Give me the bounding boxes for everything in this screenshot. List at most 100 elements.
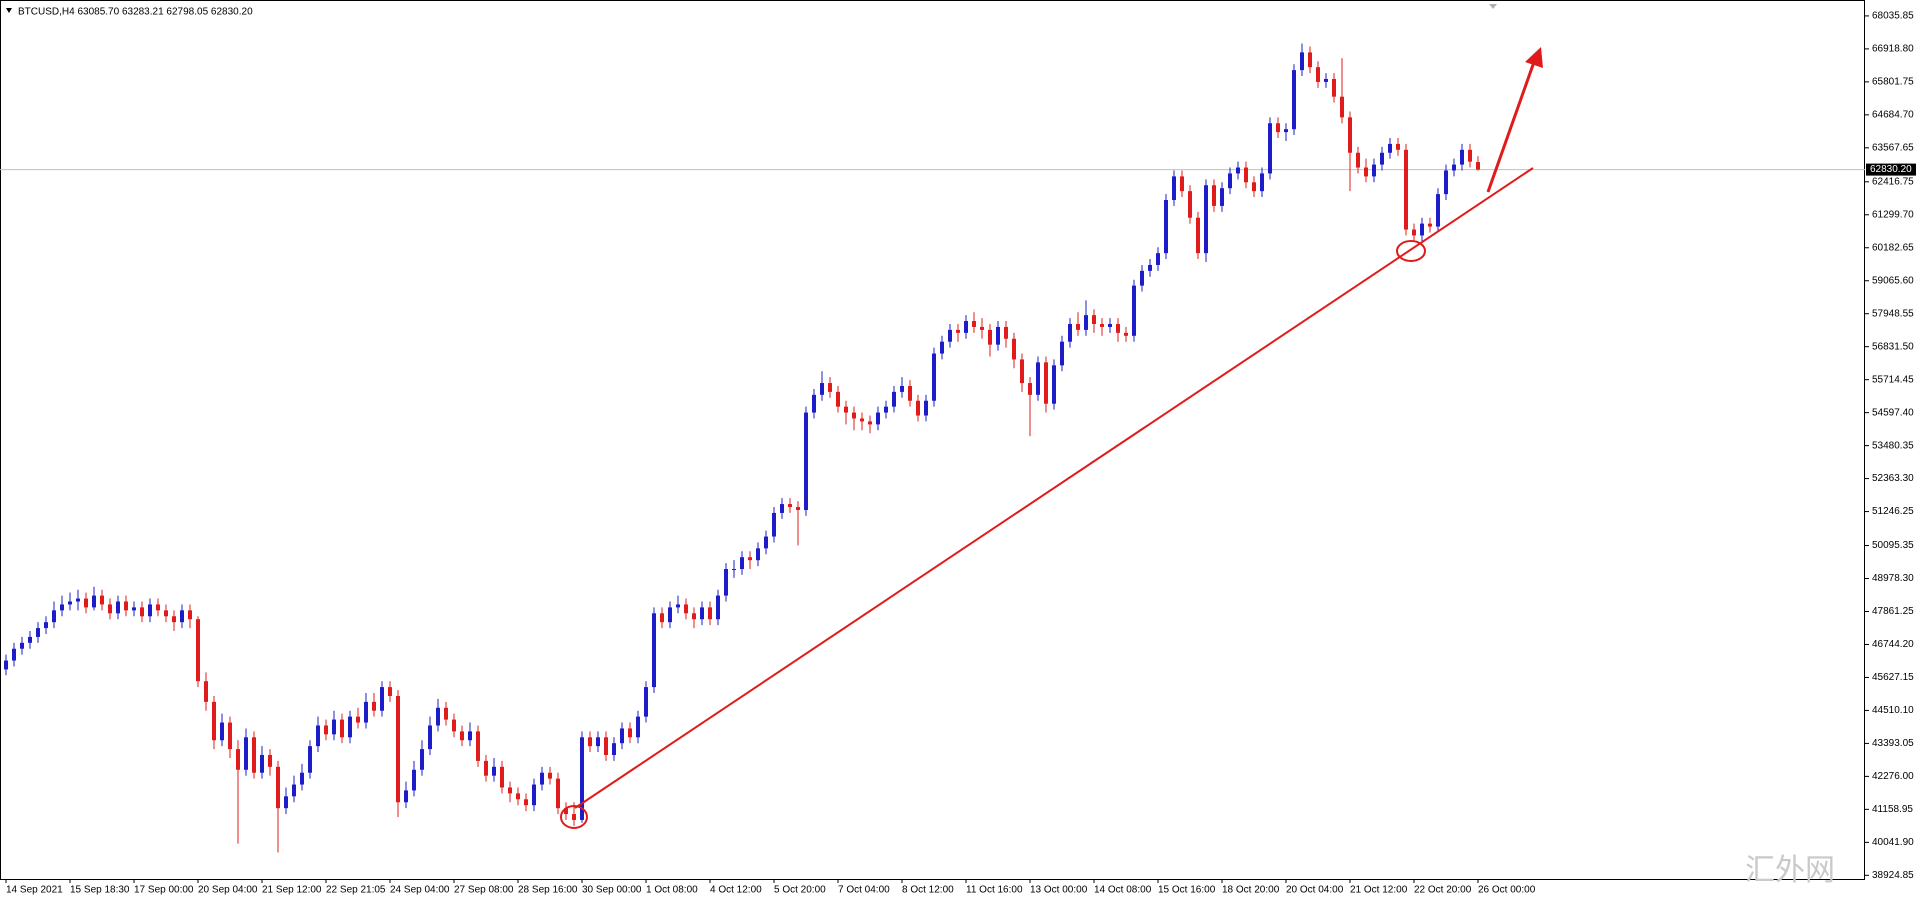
candle-body	[1348, 117, 1352, 153]
x-tick-label: 5 Oct 20:00	[774, 885, 826, 896]
candle-body	[1180, 176, 1184, 192]
candle-body	[500, 766, 504, 788]
candle-body	[836, 391, 840, 407]
candle-body	[1396, 143, 1400, 150]
candle-body	[1196, 217, 1200, 254]
candle-body	[972, 321, 976, 327]
candle-body	[628, 728, 632, 738]
candle-body	[180, 610, 184, 623]
candle-body	[532, 784, 536, 806]
candle-body	[204, 681, 208, 702]
candle-body	[740, 557, 744, 570]
candle-body	[372, 701, 376, 711]
candle-body	[340, 719, 344, 738]
candle-body	[1324, 78, 1328, 82]
candle-body	[796, 507, 800, 510]
candle-body	[1308, 52, 1312, 68]
y-tick-label: 64684.70	[1872, 109, 1914, 120]
x-tick-label: 11 Oct 16:00	[966, 885, 1023, 896]
x-tick-label: 26 Oct 00:00	[1478, 885, 1536, 896]
candle-body	[1108, 323, 1112, 327]
x-tick-label: 1 Oct 08:00	[646, 885, 698, 896]
y-tick-label: 57948.55	[1872, 308, 1914, 319]
candle-body	[476, 731, 480, 761]
x-tick-label: 20 Oct 04:00	[1286, 885, 1344, 896]
candle-body	[636, 716, 640, 738]
candle-body	[68, 601, 72, 605]
candle-body	[36, 628, 40, 637]
candle-body	[1068, 323, 1072, 342]
candle-body	[388, 687, 392, 696]
candle-body	[1452, 164, 1456, 171]
candle-body	[996, 326, 1000, 345]
x-tick-label: 15 Oct 16:00	[1158, 885, 1216, 896]
candle-body	[1124, 332, 1128, 336]
candle-body	[412, 769, 416, 791]
chart-header: BTCUSD,H4 63085.70 63283.21 62798.05 628…	[18, 7, 253, 18]
candle-body	[468, 731, 472, 741]
candle-body	[188, 610, 192, 620]
x-tick-label: 14 Oct 08:00	[1094, 885, 1152, 896]
candle-body	[444, 707, 448, 720]
candle-body	[1212, 185, 1216, 206]
candle-body	[884, 406, 888, 413]
candle-body	[316, 725, 320, 747]
candle-body	[172, 616, 176, 623]
candle-body	[508, 787, 512, 794]
y-tick-label: 47861.25	[1872, 606, 1914, 617]
candle-body	[1012, 338, 1016, 360]
y-tick-label: 59065.60	[1872, 275, 1914, 286]
x-tick-label: 22 Oct 20:00	[1414, 885, 1472, 896]
candle-body	[4, 660, 8, 670]
candle-body	[916, 400, 920, 416]
candle-body	[1268, 123, 1272, 174]
candle-body	[196, 619, 200, 682]
candle-body	[1132, 285, 1136, 336]
candle-body	[1244, 167, 1248, 183]
candle-body	[1428, 223, 1432, 227]
candle-body	[604, 737, 608, 756]
candle-body	[348, 716, 352, 738]
candle-body	[292, 784, 296, 797]
candle-body	[684, 604, 688, 614]
candle-body	[484, 760, 488, 776]
y-tick-label: 60182.65	[1872, 242, 1914, 253]
candle-body	[708, 607, 712, 620]
candle-body	[252, 737, 256, 773]
candle-body	[300, 772, 304, 785]
candle-body	[732, 569, 736, 571]
candle-body	[12, 648, 16, 661]
candle-body	[236, 749, 240, 770]
x-tick-label: 8 Oct 12:00	[902, 885, 954, 896]
candle-body	[140, 607, 144, 617]
candle-body	[1476, 162, 1480, 170]
x-tick-label: 15 Sep 18:30	[70, 885, 130, 896]
price-label-box	[1866, 163, 1916, 176]
candle-body	[116, 601, 120, 614]
x-tick-label: 13 Oct 00:00	[1030, 885, 1088, 896]
candle-body	[676, 604, 680, 608]
candle-body	[700, 607, 704, 620]
candle-body	[244, 737, 248, 770]
candle-body	[900, 385, 904, 392]
candle-body	[92, 595, 96, 608]
candle-body	[644, 687, 648, 717]
y-tick-label: 44510.10	[1872, 705, 1914, 716]
candle-body	[820, 383, 824, 395]
y-tick-label: 43393.05	[1872, 738, 1914, 749]
candle-body	[524, 799, 528, 806]
candle-body	[428, 725, 432, 750]
candle-body	[804, 412, 808, 510]
candle-body	[1036, 362, 1040, 395]
candle-body	[156, 604, 160, 611]
candle-body	[828, 383, 832, 392]
y-tick-label: 41158.95	[1872, 804, 1913, 815]
candle-body	[876, 412, 880, 425]
candle-body	[212, 701, 216, 741]
header-icon	[6, 8, 12, 13]
candle-body	[1292, 70, 1296, 130]
candle-body	[1404, 149, 1408, 230]
candle-body	[260, 755, 264, 773]
y-tick-label: 65801.75	[1872, 77, 1914, 88]
